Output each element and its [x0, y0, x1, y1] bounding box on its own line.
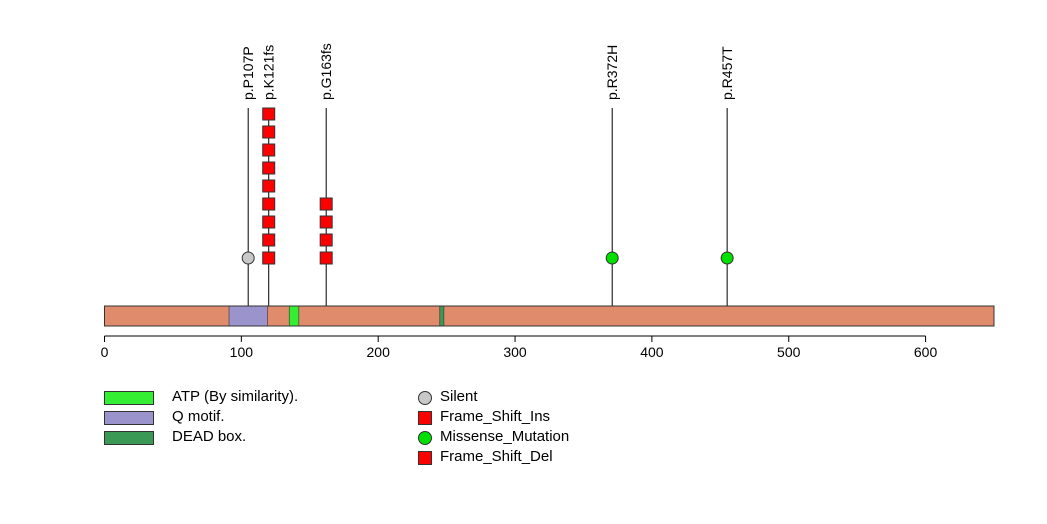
legend-swatch-dead-box — [104, 431, 154, 445]
legend-swatch-atp — [104, 391, 154, 405]
mutation-marker-1-4 — [262, 179, 276, 193]
legend-label-missense: Missense_Mutation — [440, 428, 570, 445]
mutation-marker-1-2 — [262, 215, 276, 229]
mutation-marker-1-0 — [262, 251, 276, 265]
x-tick-label-200: 200 — [367, 344, 391, 360]
mutation-labels: p.P107P p.K121fs p.G163fs p.R372H p.R457T — [240, 43, 735, 100]
legend-label-q-motif: Q motif. — [172, 408, 225, 425]
x-tick-label-300: 300 — [503, 344, 527, 360]
frame-shift-del-square-icon — [418, 451, 432, 465]
mutation-markers — [241, 107, 734, 265]
domain-legend: ATP (By similarity). Q motif. DEAD box. — [104, 388, 364, 452]
frame-shift-ins-square-icon — [418, 411, 432, 425]
mutation-marker-1-8 — [262, 107, 276, 121]
legend-label-atp: ATP (By similarity). — [172, 388, 299, 405]
mutation-type-legend: Silent Frame_Shift_Ins Missense_Mutation… — [418, 388, 638, 472]
mutation-marker-1-3 — [262, 197, 276, 211]
domain-0 — [228, 305, 268, 327]
mutation-marker-1-7 — [262, 125, 276, 139]
mutation-label-0: p.P107P — [240, 46, 256, 100]
mutation-marker-2-0 — [319, 251, 333, 265]
x-tick-label-100: 100 — [230, 344, 254, 360]
mutation-marker-1-6 — [262, 143, 276, 157]
mutation-marker-2-2 — [319, 215, 333, 229]
mutation-marker-1-1 — [262, 233, 276, 247]
mutation-label-2: p.G163fs — [318, 43, 334, 100]
protein-backbone-group — [104, 305, 995, 327]
mutation-label-3: p.R372H — [604, 45, 620, 100]
x-axis: 0 100 200 300 400 500 600 — [101, 335, 938, 360]
x-tick-label-400: 400 — [640, 344, 664, 360]
legend-label-dead-box: DEAD box. — [172, 428, 247, 445]
mutation-marker-1-5 — [262, 161, 276, 175]
x-tick-label-500: 500 — [777, 344, 801, 360]
mutation-marker-3-0 — [605, 251, 619, 265]
legend-label-silent: Silent — [440, 388, 478, 405]
mutation-label-1: p.K121fs — [261, 45, 277, 100]
legend-label-frame-shift-ins: Frame_Shift_Ins — [440, 408, 551, 425]
domain-2 — [439, 305, 445, 327]
mutation-label-4: p.R457T — [719, 46, 735, 100]
domain-1 — [288, 305, 300, 327]
x-tick-label-0: 0 — [101, 344, 109, 360]
missense-circle-icon — [418, 431, 432, 445]
legend-label-frame-shift-del: Frame_Shift_Del — [440, 448, 553, 465]
silent-circle-icon — [418, 391, 432, 405]
legend-swatch-q-motif — [104, 411, 154, 425]
x-tick-label-600: 600 — [914, 344, 938, 360]
mutation-marker-0-0 — [241, 251, 255, 265]
protein-backbone-outline — [104, 305, 995, 327]
mutation-marker-2-3 — [319, 197, 333, 211]
mutation-marker-4-0 — [720, 251, 734, 265]
mutation-marker-2-1 — [319, 233, 333, 247]
